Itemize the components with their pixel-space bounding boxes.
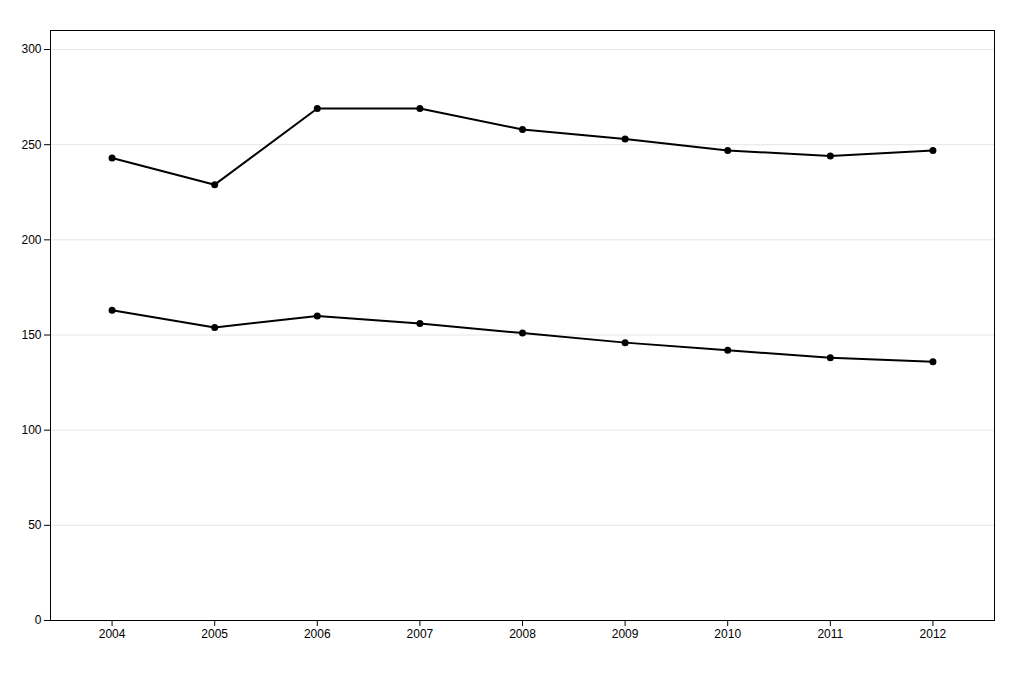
svg-text:2005: 2005 [201, 627, 228, 641]
svg-text:300: 300 [21, 42, 41, 56]
svg-text:250: 250 [21, 138, 41, 152]
svg-text:2011: 2011 [817, 627, 843, 641]
svg-text:2010: 2010 [714, 627, 741, 641]
svg-text:0: 0 [35, 613, 42, 627]
svg-text:2012: 2012 [920, 627, 947, 641]
svg-text:2006: 2006 [304, 627, 331, 641]
svg-text:2007: 2007 [407, 627, 434, 641]
svg-text:150: 150 [21, 328, 41, 342]
svg-text:2004: 2004 [99, 627, 126, 641]
svg-text:2008: 2008 [509, 627, 536, 641]
svg-text:100: 100 [21, 423, 41, 437]
svg-text:2009: 2009 [612, 627, 639, 641]
svg-text:200: 200 [21, 233, 41, 247]
svg-text:50: 50 [28, 518, 42, 532]
